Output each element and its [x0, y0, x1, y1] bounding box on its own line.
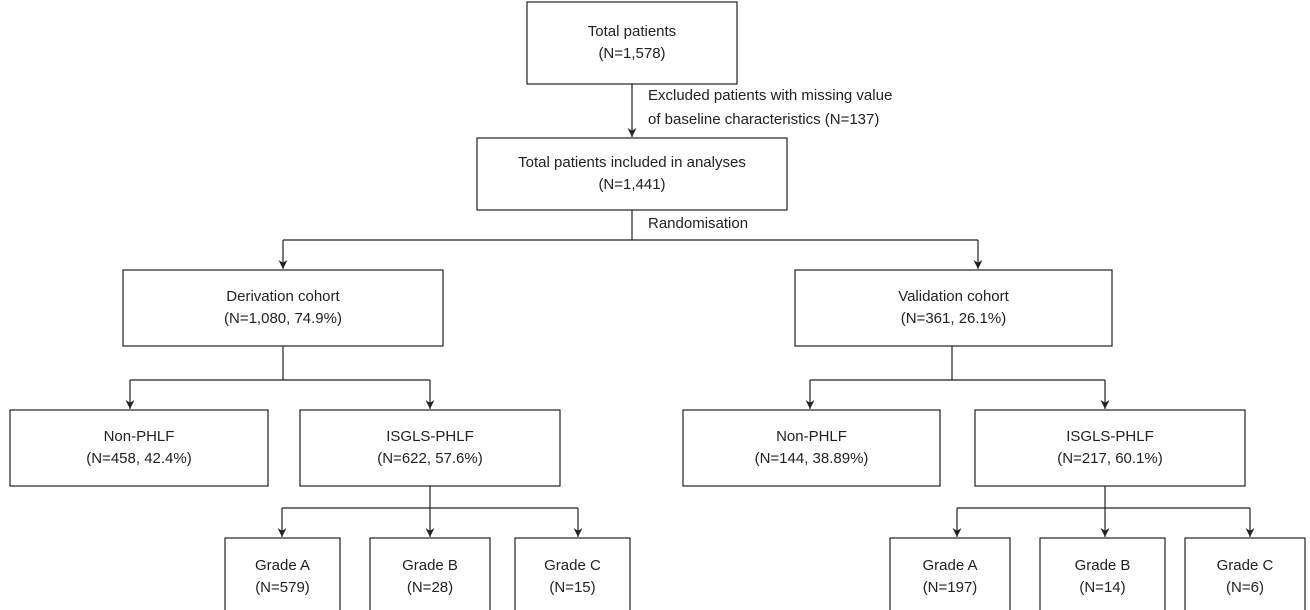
node-label: ISGLS-PHLF — [1066, 428, 1154, 445]
node-label: Grade B — [402, 557, 458, 574]
node-label: (N=28) — [407, 579, 453, 596]
exclusion-note: of baseline characteristics (N=137) — [648, 111, 879, 128]
node-box — [889, 537, 1011, 610]
node-label: (N=579) — [255, 579, 310, 596]
connectors — [125, 84, 1255, 537]
node-label: Non-PHLF — [104, 428, 175, 445]
node-label: Derivation cohort — [226, 288, 340, 305]
exclusion-note: Excluded patients with missing value — [648, 87, 892, 104]
node-label: (N=6) — [1226, 579, 1264, 596]
node-label: Grade B — [1075, 557, 1131, 574]
node-box — [9, 409, 269, 487]
node-box — [794, 269, 1113, 347]
randomisation-label: Randomisation — [648, 215, 748, 232]
node-label: Grade A — [922, 557, 977, 574]
node-box — [1039, 537, 1166, 610]
node-box — [369, 537, 491, 610]
node-box — [476, 137, 788, 211]
node-label: (N=1,441) — [598, 176, 665, 193]
node-label: Non-PHLF — [776, 428, 847, 445]
node-box — [1184, 537, 1306, 610]
node-label: (N=15) — [549, 579, 595, 596]
node-label: (N=458, 42.4%) — [86, 450, 191, 467]
node-label: Validation cohort — [898, 288, 1009, 305]
node-label: (N=144, 38.89%) — [755, 450, 869, 467]
node-label: Grade C — [544, 557, 601, 574]
node-label: (N=14) — [1079, 579, 1125, 596]
node-label: Total patients included in analyses — [518, 154, 746, 171]
node-label: Grade C — [1217, 557, 1274, 574]
node-label: (N=1,578) — [598, 45, 665, 62]
node-label: Total patients — [588, 23, 676, 40]
node-box — [122, 269, 444, 347]
node-box — [299, 409, 561, 487]
node-box — [514, 537, 631, 610]
node-box — [682, 409, 941, 487]
node-label: (N=361, 26.1%) — [901, 310, 1006, 327]
node-label: (N=197) — [923, 579, 978, 596]
node-label: (N=217, 60.1%) — [1057, 450, 1162, 467]
node-box — [974, 409, 1246, 487]
node-box — [224, 537, 341, 610]
node-label: Grade A — [255, 557, 310, 574]
node-box — [526, 1, 738, 85]
node-label: (N=622, 57.6%) — [377, 450, 482, 467]
node-label: ISGLS-PHLF — [386, 428, 474, 445]
node-label: (N=1,080, 74.9%) — [224, 310, 342, 327]
